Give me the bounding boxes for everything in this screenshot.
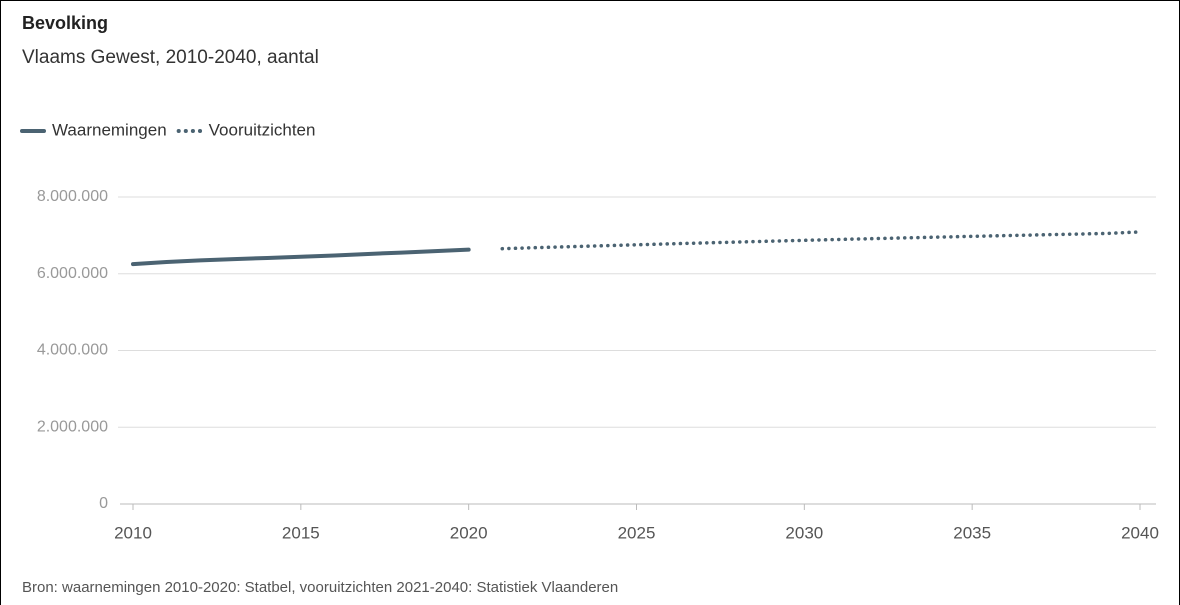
chart-subtitle: Vlaams Gewest, 2010-2040, aantal — [22, 47, 319, 68]
chart-title: Bevolking — [22, 13, 108, 33]
legend-label: Waarnemingen — [52, 120, 167, 139]
series-line — [131, 247, 471, 267]
y-tick-label: 0 — [99, 495, 108, 512]
x-tick-label: 2040 — [1121, 523, 1159, 542]
x-tick-label: 2020 — [450, 523, 488, 542]
source: Bron: waarnemingen 2010-2020: Statbel, v… — [22, 579, 618, 596]
series-line — [500, 230, 1142, 251]
y-tick-label: 4.000.000 — [37, 342, 108, 359]
x-tick-label: 2035 — [953, 523, 991, 542]
x-tick-label: 2015 — [282, 523, 320, 542]
x-tick-label: 2010 — [114, 523, 152, 542]
y-tick-label: 8.000.000 — [37, 188, 108, 205]
y-tick-label: 6.000.000 — [37, 265, 108, 282]
legend-label: Vooruitzichten — [209, 120, 316, 139]
x-tick-label: 2030 — [785, 523, 823, 542]
y-tick-label: 2.000.000 — [37, 418, 108, 435]
x-tick-label: 2025 — [618, 523, 656, 542]
